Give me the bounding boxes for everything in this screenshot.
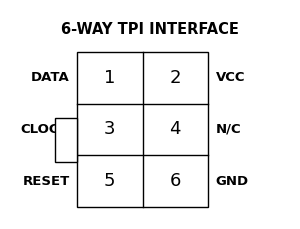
Text: 6: 6 xyxy=(169,172,181,190)
Text: DATA: DATA xyxy=(31,71,70,84)
Bar xyxy=(77,52,208,207)
Text: 2: 2 xyxy=(169,69,181,87)
Text: GND: GND xyxy=(215,175,249,188)
Text: 3: 3 xyxy=(104,120,116,139)
Text: 1: 1 xyxy=(104,69,116,87)
Text: 5: 5 xyxy=(104,172,116,190)
Bar xyxy=(55,118,77,162)
Text: 6-WAY TPI INTERFACE: 6-WAY TPI INTERFACE xyxy=(61,22,239,37)
Text: RESET: RESET xyxy=(22,175,70,188)
Text: VCC: VCC xyxy=(215,71,245,84)
Text: 4: 4 xyxy=(169,120,181,139)
Text: CLOCK: CLOCK xyxy=(21,123,70,136)
Text: N/C: N/C xyxy=(215,123,241,136)
